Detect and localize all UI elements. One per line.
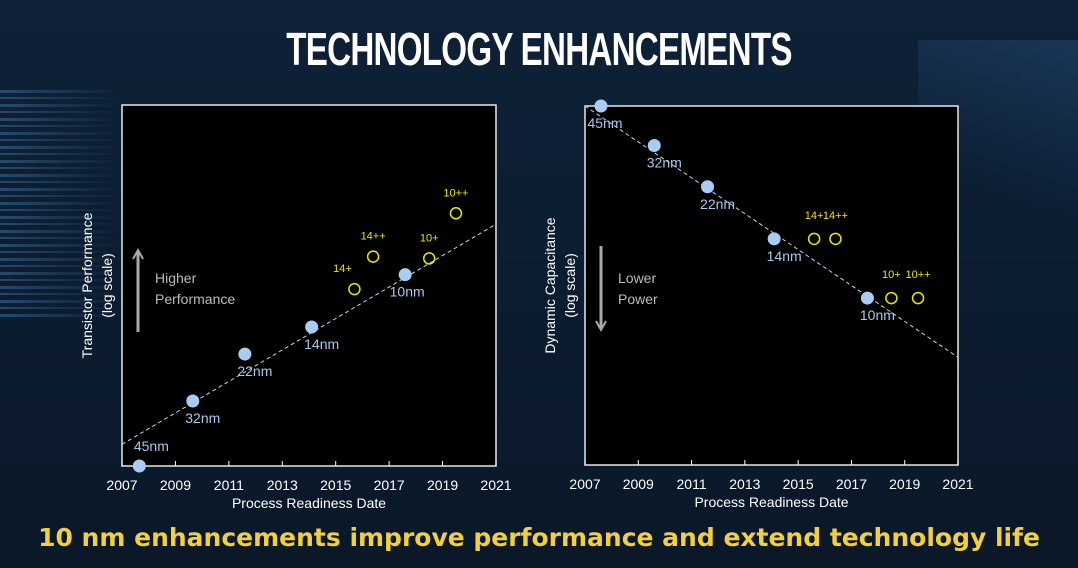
enhancement-label: 10+ xyxy=(882,269,901,281)
annotation-line-2: Power xyxy=(618,291,658,307)
x-axis-label: Process Readiness Date xyxy=(232,495,386,511)
node-label: 14nm xyxy=(304,336,339,352)
x-tick-label: 2013 xyxy=(729,476,760,492)
arrow-head xyxy=(132,247,144,260)
x-tick-label: 2017 xyxy=(836,476,867,492)
annotation-line-1: Lower xyxy=(618,270,656,286)
node-label: 32nm xyxy=(647,154,682,170)
enhancement-point xyxy=(807,232,821,246)
node-label: 32nm xyxy=(185,410,220,426)
enhancement-point xyxy=(422,252,436,265)
chart-1: 2007 2009 2011 2013 2015 2017 2019 2021 Process … xyxy=(79,104,512,511)
enhancement-point xyxy=(885,291,898,305)
enhancement-label: 14++ xyxy=(823,210,848,222)
slide-subtitle: 10 nm enhancements improve performance a… xyxy=(38,523,1040,552)
plot-area xyxy=(584,105,959,466)
node-label: 22nm xyxy=(700,196,735,212)
node-point xyxy=(132,459,146,473)
node-point xyxy=(238,347,252,361)
y-axis-label: Dynamic Capacitance xyxy=(542,217,558,353)
y-axis-sublabel: (log scale) xyxy=(99,253,115,318)
trend-line xyxy=(121,223,497,445)
node-label: 45nm xyxy=(587,115,622,131)
node-point xyxy=(860,291,874,305)
x-tick-label: 2011 xyxy=(214,477,244,493)
x-tick-label: 2009 xyxy=(623,476,654,492)
x-tick-label: 2007 xyxy=(569,476,600,492)
x-tick-label: 2021 xyxy=(942,476,973,492)
x-tick-label: 2019 xyxy=(427,477,458,493)
x-tick-label: 2011 xyxy=(677,476,707,492)
enhancement-label: 14++ xyxy=(361,231,386,243)
enhancement-point xyxy=(911,291,925,305)
node-point xyxy=(647,138,661,152)
plot-area xyxy=(121,104,497,467)
node-point xyxy=(767,232,781,246)
trend-line xyxy=(584,105,959,358)
enhancement-label: 10++ xyxy=(443,187,468,199)
annotation-line-2: Performance xyxy=(155,291,235,307)
enhancement-label: 10+ xyxy=(420,232,439,244)
slide-title: TECHNOLOGY ENHANCEMENTS xyxy=(286,23,792,75)
x-tick-label: 2019 xyxy=(889,476,920,492)
node-label: 22nm xyxy=(237,363,272,379)
arrow-head xyxy=(595,320,607,333)
node-point xyxy=(305,320,319,334)
x-tick-label: 2007 xyxy=(106,477,137,493)
enhancement-label: 10++ xyxy=(905,269,930,281)
y-axis-sublabel: (log scale) xyxy=(562,253,578,318)
node-point xyxy=(186,394,200,408)
annotation-line-1: Higher xyxy=(155,270,197,286)
x-tick-label: 2013 xyxy=(267,477,298,493)
x-tick-label: 2017 xyxy=(374,477,405,493)
x-tick-label: 2015 xyxy=(783,476,814,492)
node-label: 14nm xyxy=(767,248,802,264)
enhancement-point xyxy=(829,232,842,246)
x-tick-label: 2009 xyxy=(160,477,191,493)
y-axis-label: Transistor Performance xyxy=(79,212,95,358)
node-label: 10nm xyxy=(860,307,895,323)
enhancement-label: 14+ xyxy=(333,263,352,275)
chart-2: 2007 2009 2011 2013 2015 2017 2019 2021 Process … xyxy=(542,99,974,510)
enhancement-point xyxy=(366,250,380,263)
x-axis-label: Process Readiness Date xyxy=(694,494,848,510)
enhancement-point xyxy=(348,282,361,296)
node-point xyxy=(701,180,715,194)
enhancement-point xyxy=(449,207,463,220)
node-point xyxy=(398,268,412,282)
node-label: 45nm xyxy=(134,438,169,454)
node-point xyxy=(594,99,608,113)
background-streaks xyxy=(0,90,120,320)
x-tick-label: 2015 xyxy=(320,477,351,493)
x-tick-label: 2021 xyxy=(480,477,511,493)
enhancement-label: 14+ xyxy=(805,210,824,222)
node-label: 10nm xyxy=(390,284,425,300)
